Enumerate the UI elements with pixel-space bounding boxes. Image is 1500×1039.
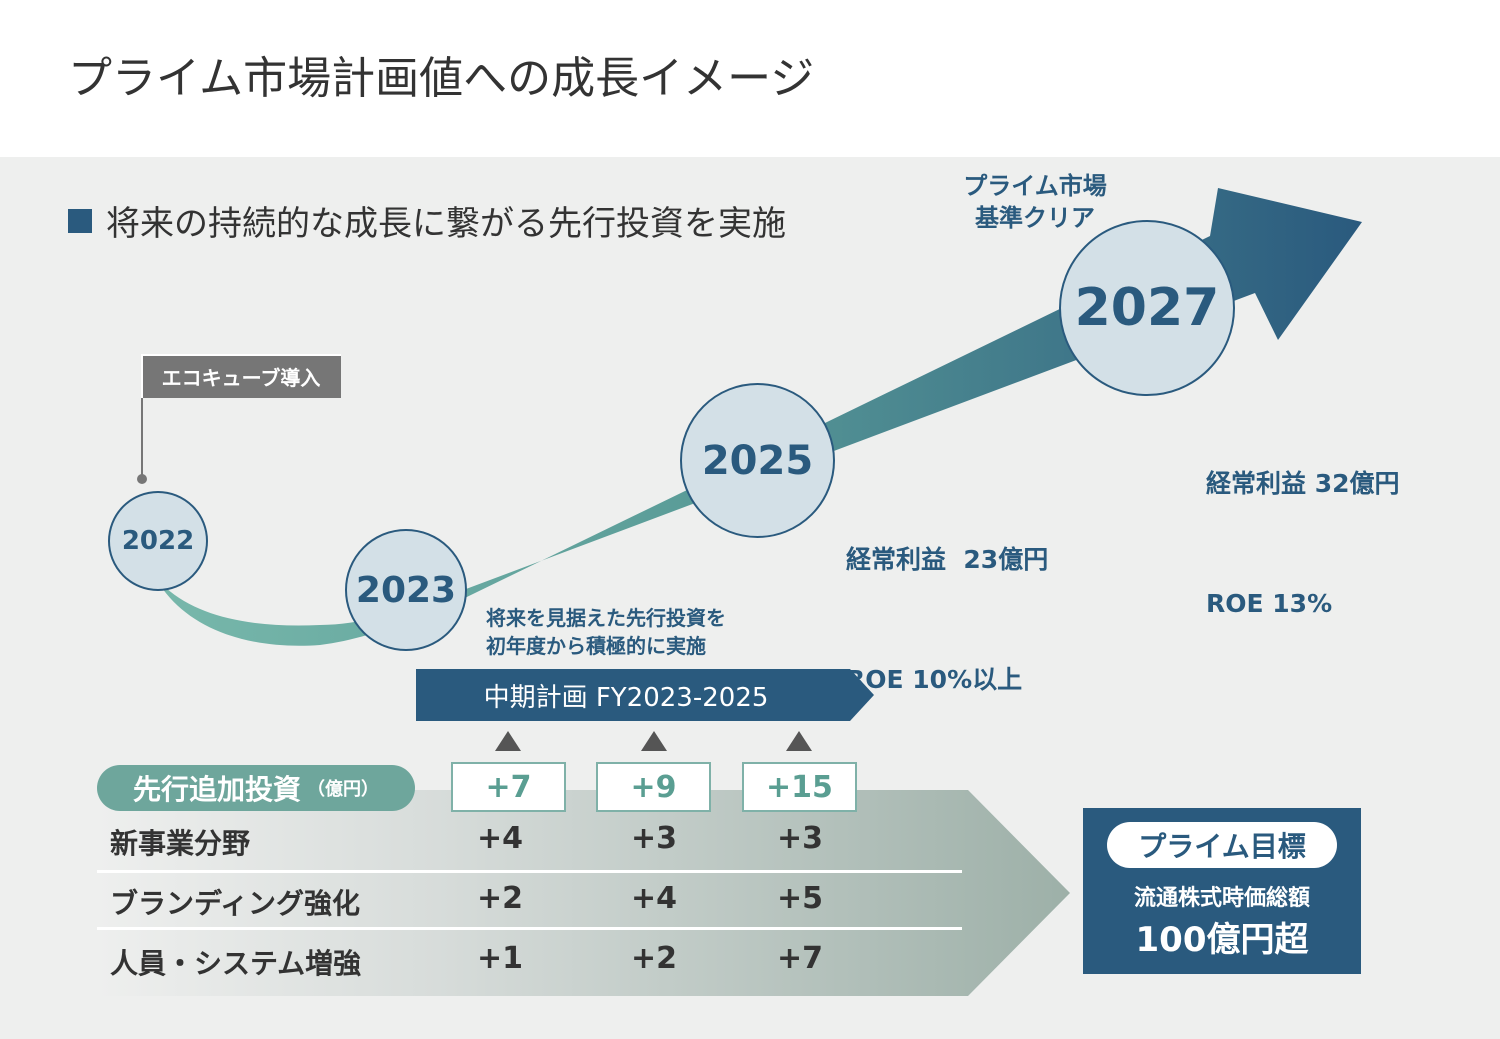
row-value: +4 [630,881,677,916]
row-value: +1 [476,941,523,976]
eco-tag-dot [137,474,147,484]
page-title: プライム市場計画値への成長イメージ [68,53,815,104]
investment-total-2023: +7 [451,762,566,812]
section-heading: 将来の持続的な成長に繋がる先行投資を実施 [68,196,786,245]
kpi-2025-roe: ROE 10%以上 [846,665,1023,694]
square-bullet-icon [68,209,92,233]
milestone-2027: 2027 [1059,220,1235,396]
row-label: 新事業分野 [110,827,251,860]
milestone-year: 2027 [1074,278,1220,338]
kpi-2025-profit: 経常利益 23億円 [846,545,1049,574]
milestone-year: 2025 [701,437,814,484]
investment-note-line1: 将来を見据えた先行投資を [486,606,726,630]
milestone-2025: 2025 [680,383,835,538]
row-value: +4 [476,821,523,856]
investment-table-chevron [100,790,1070,996]
milestone-year: 2022 [121,526,195,556]
prime-clear-label: プライム市場 基準クリア [950,170,1120,234]
row-value: +7 [776,941,823,976]
milestone-year: 2023 [355,569,457,611]
prime-goal-box: プライム目標 流通株式時価総額 100億円超 [1083,808,1361,974]
row-divider [97,927,962,930]
up-triangle-icon [786,731,812,751]
row-label: ブランディング強化 [110,887,361,920]
milestone-2023: 2023 [345,529,467,651]
prime-goal-metric: 流通株式時価総額 [1133,886,1310,911]
investment-unit: （億円） [307,779,379,800]
row-label: 人員・システム増強 [110,947,362,980]
kpi-2027: 経常利益 32億円 ROE 13% [1206,384,1400,664]
section-heading-text: 将来の持続的な成長に繋がる先行投資を実施 [106,204,786,244]
plan-banner-label: 中期計画 FY2023-2025 [483,682,769,713]
row-value: +3 [630,821,677,856]
prime-clear-line1: プライム市場 [963,172,1107,200]
investment-note: 将来を見据えた先行投資を 初年度から積極的に実施 [486,604,726,660]
kpi-2027-profit: 経常利益 32億円 [1206,469,1400,498]
milestone-2022: 2022 [108,491,208,591]
row-value: +2 [476,881,523,916]
row-divider [97,870,962,873]
growth-arrow [160,188,1362,646]
investment-label: 先行追加投資 [132,773,301,806]
investment-note-line2: 初年度から積極的に実施 [486,634,706,658]
investment-total-2024: +9 [596,762,711,812]
row-value: +2 [630,941,677,976]
prime-goal-value: 100億円超 [1135,920,1309,960]
eco-cube-tag: エコキューブ導入 [141,354,341,398]
up-triangle-icon [641,731,667,751]
prime-clear-line2: 基準クリア [975,204,1095,232]
kpi-2025: 経常利益 23億円 ROE 10%以上 [846,460,1048,740]
row-value: +5 [776,881,823,916]
investment-label-pill: 先行追加投資 （億円） [97,765,415,811]
up-triangle-icon [495,731,521,751]
prime-goal-pill: プライム目標 [1107,822,1337,868]
kpi-2027-roe: ROE 13% [1206,589,1333,618]
investment-total-2025: +15 [742,762,857,812]
row-value: +3 [776,821,823,856]
plan-banner: 中期計画 FY2023-2025 [416,669,874,721]
plan-banner-shape [416,669,874,721]
